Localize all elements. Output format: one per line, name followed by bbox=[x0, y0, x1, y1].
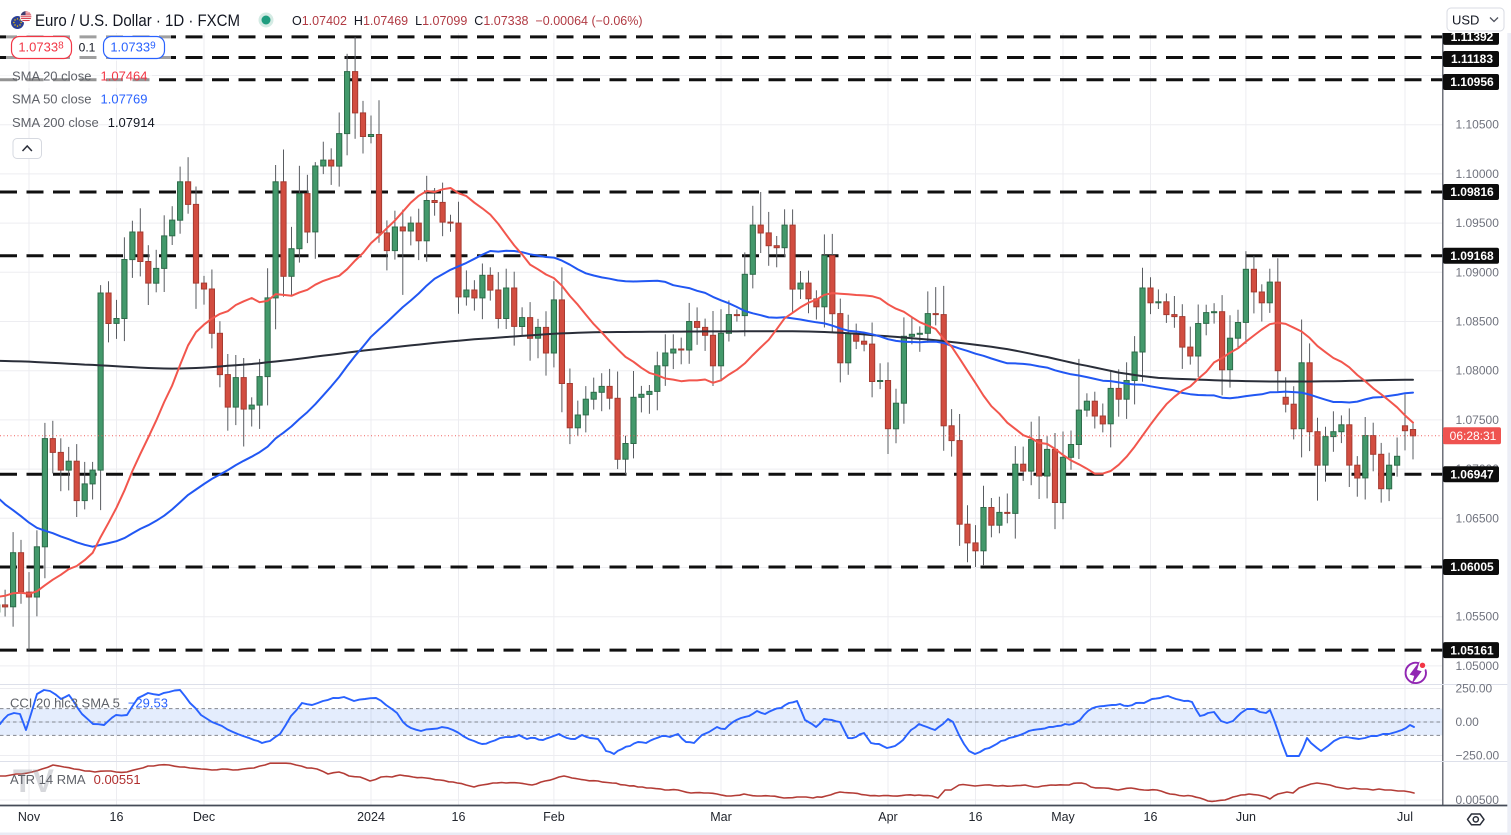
svg-text:1.09000: 1.09000 bbox=[1456, 265, 1500, 279]
svg-text:1.11392: 1.11392 bbox=[1451, 30, 1494, 44]
svg-text:1.07339: 1.07339 bbox=[110, 40, 156, 55]
svg-text:1.10500: 1.10500 bbox=[1456, 118, 1500, 132]
svg-text:1.10000: 1.10000 bbox=[1456, 167, 1500, 181]
svg-text:Nov: Nov bbox=[18, 810, 41, 824]
svg-text:16: 16 bbox=[452, 810, 466, 824]
svg-text:1.08500: 1.08500 bbox=[1456, 315, 1500, 329]
svg-text:1.07338: 1.07338 bbox=[18, 40, 64, 55]
svg-text:Jul: Jul bbox=[1397, 810, 1413, 824]
svg-text:1.06947: 1.06947 bbox=[1450, 468, 1494, 482]
svg-text:1.09168: 1.09168 bbox=[1450, 249, 1494, 263]
svg-text:1.07500: 1.07500 bbox=[1456, 413, 1500, 427]
svg-text:Jun: Jun bbox=[1236, 810, 1256, 824]
svg-text:1.08000: 1.08000 bbox=[1456, 364, 1500, 378]
svg-text:1.11183: 1.11183 bbox=[1451, 52, 1493, 66]
svg-text:USD: USD bbox=[1452, 13, 1479, 28]
svg-text:1.09816: 1.09816 bbox=[1450, 185, 1494, 199]
svg-text:16: 16 bbox=[969, 810, 983, 824]
svg-text:0.00: 0.00 bbox=[1456, 715, 1480, 729]
svg-text:Dec: Dec bbox=[193, 810, 215, 824]
svg-text:Apr: Apr bbox=[878, 810, 897, 824]
svg-text:1.10956: 1.10956 bbox=[1450, 75, 1494, 89]
svg-text:1.06500: 1.06500 bbox=[1456, 511, 1500, 525]
svg-text:0.1: 0.1 bbox=[79, 41, 96, 55]
svg-text:0.00500: 0.00500 bbox=[1456, 793, 1500, 807]
svg-text:TV: TV bbox=[13, 763, 55, 799]
svg-text:16: 16 bbox=[1144, 810, 1158, 824]
svg-text:−250.00: −250.00 bbox=[1456, 749, 1500, 763]
svg-text:1.05161: 1.05161 bbox=[1450, 643, 1494, 657]
svg-text:250.00: 250.00 bbox=[1456, 682, 1493, 696]
svg-text:1.05500: 1.05500 bbox=[1456, 610, 1500, 624]
svg-text:Feb: Feb bbox=[543, 810, 565, 824]
svg-text:Mar: Mar bbox=[710, 810, 732, 824]
svg-text:Euro / U.S. Dollar · 1D · FXCM: Euro / U.S. Dollar · 1D · FXCM bbox=[35, 11, 240, 30]
svg-text:May: May bbox=[1051, 810, 1075, 824]
svg-text:2024: 2024 bbox=[357, 810, 385, 824]
svg-text:1.05000: 1.05000 bbox=[1456, 659, 1500, 673]
svg-text:16: 16 bbox=[110, 810, 124, 824]
svg-text:CCI 20 hlc3 SMA 5−29.53: CCI 20 hlc3 SMA 5 −29.53 bbox=[10, 696, 168, 711]
svg-text:1.06005: 1.06005 bbox=[1450, 560, 1494, 574]
svg-text:1.09500: 1.09500 bbox=[1456, 216, 1500, 230]
svg-text:06:28:31: 06:28:31 bbox=[1450, 429, 1497, 443]
